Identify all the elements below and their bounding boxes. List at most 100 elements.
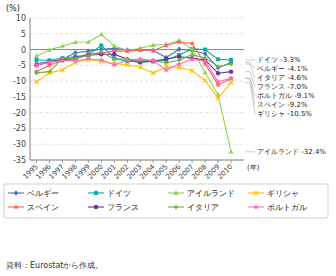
point [189, 40, 195, 46]
x-tick [101, 160, 102, 163]
point [99, 43, 103, 47]
point [138, 65, 142, 69]
point [137, 56, 143, 62]
leader-line [245, 151, 255, 152]
x-tick [127, 160, 128, 163]
point [163, 42, 169, 48]
point [124, 48, 130, 54]
x-tick [179, 160, 180, 163]
leader-line [245, 78, 255, 96]
chart: 1050-5-10-15-20-25-30-351995199619971998… [0, 0, 336, 276]
x-tick-label: 2010 [216, 163, 234, 181]
point [229, 149, 234, 153]
legend-label: スペイン [27, 203, 59, 212]
point [151, 71, 155, 75]
y-tick-label: -30 [13, 140, 26, 149]
legend-label: ベルギー [27, 189, 59, 198]
legend-label: イタリア [187, 203, 219, 212]
y-tick-label: -10 [13, 77, 26, 86]
y-tick-label: -5 [18, 61, 26, 70]
x-tick [75, 160, 76, 163]
annotation: アイルランド -32.4% [257, 148, 326, 156]
annotation: フランス -7.0% [257, 83, 308, 91]
grid-line [30, 112, 244, 113]
y-axis-label: (%) [6, 4, 20, 13]
point [176, 39, 182, 45]
point [73, 40, 78, 44]
x-tick [49, 160, 50, 163]
annotation: ドイツ -3.3% [257, 56, 301, 64]
point [203, 48, 207, 52]
point [86, 39, 91, 43]
point [47, 69, 51, 73]
leader-line [245, 59, 255, 60]
series-line [36, 52, 231, 73]
point [189, 56, 195, 62]
legend-label: ギリシャ [267, 189, 299, 198]
point [229, 58, 233, 62]
point [150, 47, 156, 53]
y-tick-label: 5 [21, 30, 26, 39]
x-axis-label: (年) [247, 164, 260, 172]
legend-label: フランス [107, 203, 139, 212]
point [112, 57, 116, 61]
point [59, 58, 65, 64]
point [229, 69, 233, 73]
point [215, 79, 221, 85]
annotation: ベルギー -4.1% [257, 65, 308, 73]
series-line [36, 34, 231, 151]
x-tick [205, 160, 206, 163]
x-tick [166, 160, 167, 163]
point [34, 62, 40, 68]
point [176, 61, 182, 67]
point [202, 58, 208, 64]
x-tick [153, 160, 154, 163]
point [229, 80, 233, 84]
x-tick [36, 160, 37, 163]
grid-line [30, 18, 244, 19]
grid-line [30, 128, 244, 129]
grid-line [30, 81, 244, 82]
point [216, 64, 220, 68]
point [164, 57, 168, 61]
legend-marker [94, 205, 98, 209]
point [190, 47, 195, 51]
grid-line [30, 33, 244, 34]
legend-label: ドイツ [107, 189, 131, 198]
point [216, 65, 220, 70]
series-line [36, 42, 231, 85]
point [99, 50, 103, 54]
point [34, 71, 38, 75]
legend-label: アイルランド [187, 189, 235, 198]
point [203, 70, 208, 74]
point [216, 96, 220, 100]
point [47, 60, 51, 64]
point [60, 68, 64, 72]
x-tick [88, 160, 89, 163]
legend-marker [14, 190, 18, 195]
annotation: ポルトガル -9.1% [257, 92, 315, 100]
leader-line [245, 83, 255, 114]
legend-marker [174, 190, 179, 194]
legend-label: ポルトガル [267, 203, 307, 212]
point [163, 67, 169, 73]
point [151, 48, 155, 53]
y-axis [30, 18, 31, 160]
point [190, 68, 194, 72]
point [85, 56, 91, 62]
grid-line [30, 144, 244, 145]
x-tick [231, 160, 232, 163]
series-line [36, 59, 231, 98]
x-tick [140, 160, 141, 163]
point [190, 52, 194, 56]
point [151, 42, 156, 46]
point [47, 59, 51, 64]
point [34, 69, 40, 75]
point [98, 57, 104, 63]
x-tick [62, 160, 63, 163]
point [203, 51, 207, 56]
grid-line [30, 160, 244, 161]
x-axis [30, 160, 244, 161]
legend-marker [253, 204, 259, 210]
point [34, 80, 38, 84]
